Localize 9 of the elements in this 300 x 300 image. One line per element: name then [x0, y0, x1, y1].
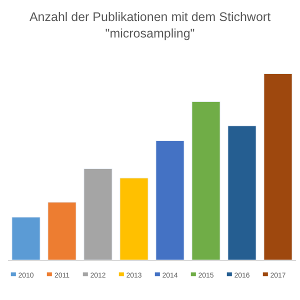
bar — [228, 126, 256, 260]
bar — [120, 178, 148, 260]
chart-title: Anzahl der Publikationen mit dem Stichwort "microsampling" — [29, 10, 272, 40]
bar — [48, 202, 76, 260]
bar — [264, 73, 292, 260]
bar — [156, 140, 184, 260]
bar — [12, 216, 40, 260]
bar — [192, 101, 220, 260]
bar — [84, 168, 112, 260]
